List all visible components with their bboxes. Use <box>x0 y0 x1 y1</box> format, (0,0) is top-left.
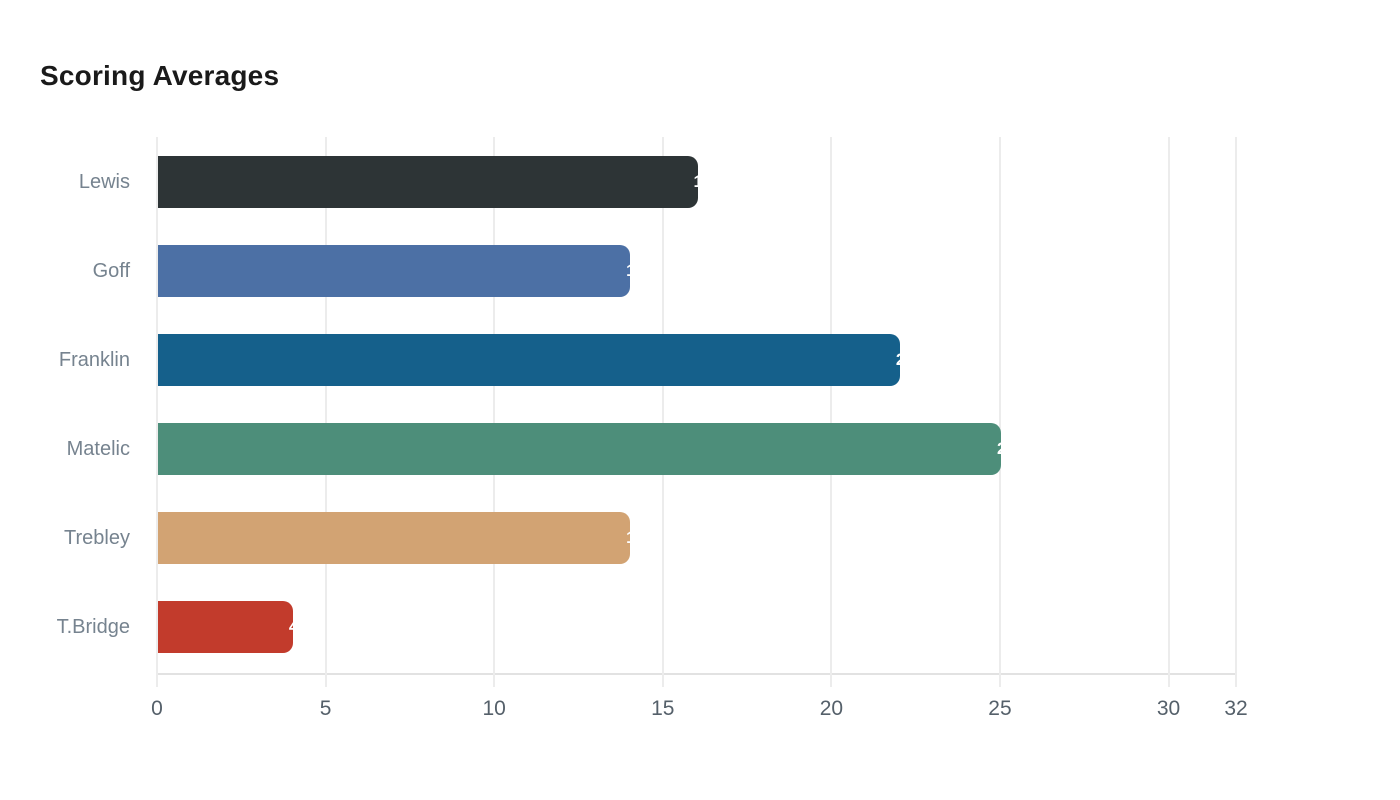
category-label-goff: Goff <box>92 260 130 282</box>
category-label-lewis: Lewis <box>78 171 130 193</box>
gridline-x-32 <box>1235 137 1237 687</box>
gridline-x-5 <box>324 137 327 687</box>
chart-title: Scoring Averages <box>40 60 280 91</box>
bar-matelic: 25 <box>158 423 1016 475</box>
gridline-x-25 <box>998 137 1001 687</box>
gridline-x-0 <box>156 137 158 687</box>
bar-t-bridge: 4 <box>158 601 298 653</box>
category-label-trebley: Trebley <box>64 527 130 549</box>
bar-value-label: 14 <box>626 261 645 280</box>
plot-area: 16 14 22 25 14 4 <box>156 137 1237 687</box>
gridline-x-15 <box>661 137 664 687</box>
x-tick-label: 0 <box>151 697 163 720</box>
bar-value-label: 16 <box>693 172 713 191</box>
bar-value-label: 25 <box>996 439 1016 458</box>
x-tick-label: 32 <box>1224 697 1248 720</box>
gridline-x-30 <box>1167 137 1170 687</box>
bar-value-label: 4 <box>288 617 299 636</box>
x-tick-label: 15 <box>651 697 675 720</box>
category-label-t-bridge: T.Bridge <box>56 616 130 638</box>
gridline-x-20 <box>830 137 833 687</box>
bar-franklin: 22 <box>158 334 915 386</box>
bar-value-label: 14 <box>626 528 645 547</box>
x-tick-label: 30 <box>1156 697 1181 720</box>
bar-goff: 14 <box>158 245 645 297</box>
x-tick-label: 10 <box>482 697 506 720</box>
bar-value-label: 22 <box>895 350 915 369</box>
bar-trebley: 14 <box>158 512 645 564</box>
x-tick-label: 25 <box>988 697 1012 720</box>
x-axis-line <box>157 673 1236 675</box>
bar-lewis: 16 <box>158 156 712 208</box>
gridline-x-10 <box>493 137 496 687</box>
category-label-franklin: Franklin <box>58 349 130 371</box>
category-label-matelic: Matelic <box>66 438 130 460</box>
x-tick-label: 20 <box>819 697 844 720</box>
x-tick-label: 5 <box>319 697 332 720</box>
